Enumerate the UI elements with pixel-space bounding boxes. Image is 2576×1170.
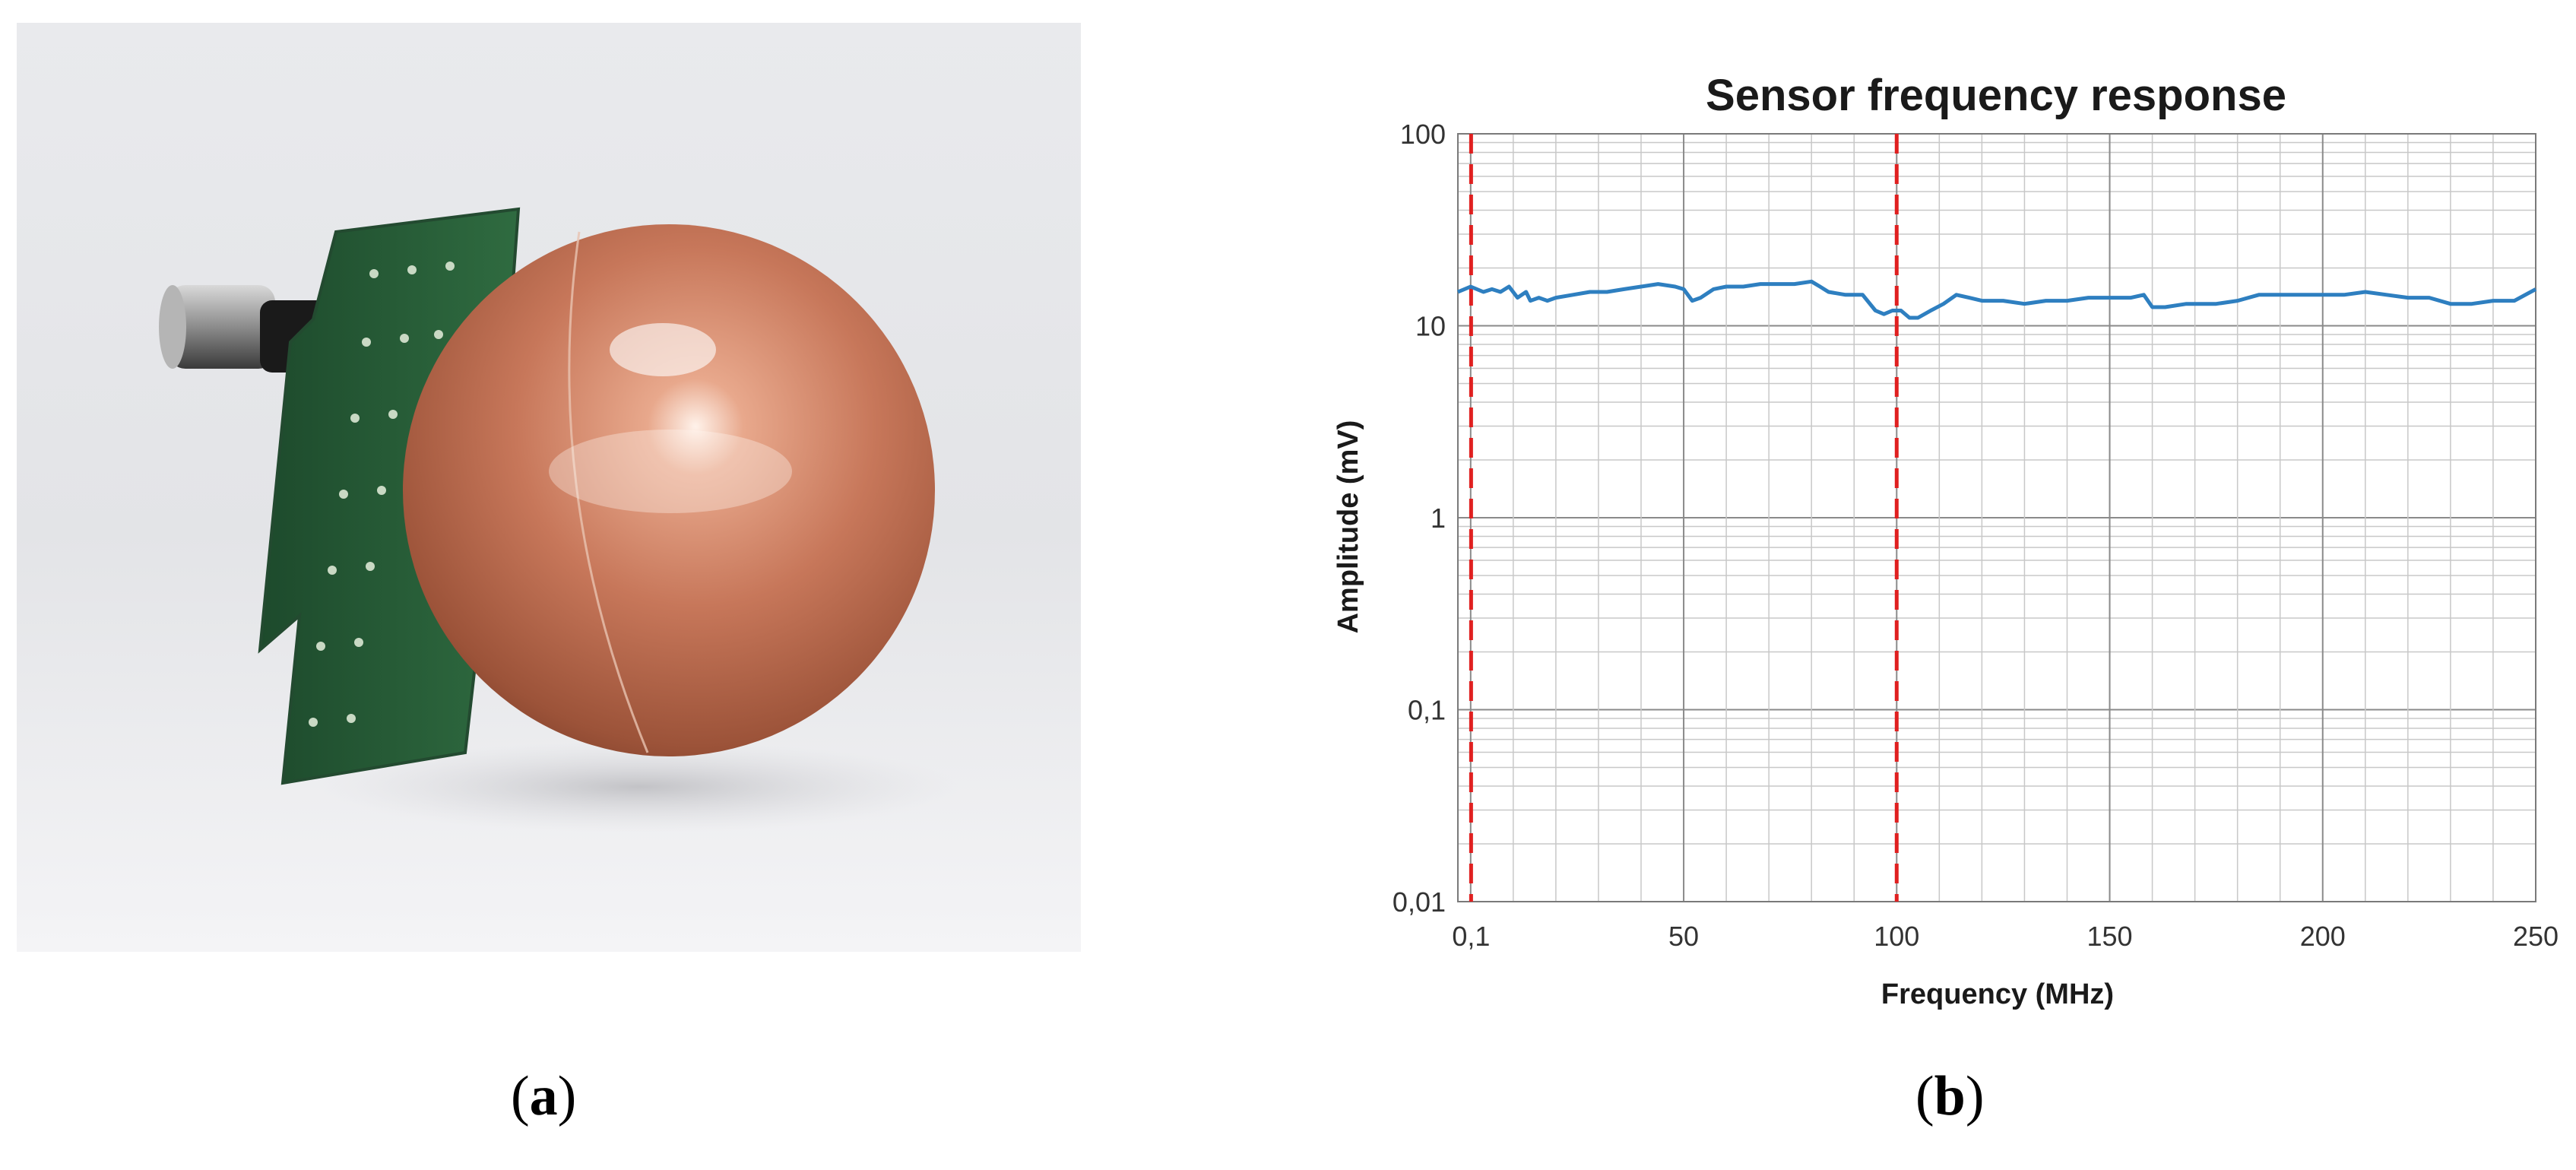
y-tick-label: 0,01 bbox=[1393, 886, 1446, 918]
y-tick-label: 10 bbox=[1415, 311, 1446, 342]
x-tick-label: 100 bbox=[1874, 921, 1919, 952]
x-tick-label: 200 bbox=[2300, 921, 2346, 952]
x-tick-label: 50 bbox=[1668, 921, 1699, 952]
x-axis-label: Frequency (MHz) bbox=[1881, 978, 2114, 1010]
caption-b: (b) bbox=[1915, 1065, 1985, 1127]
x-tick-label: 150 bbox=[2086, 921, 2132, 952]
grid-layer bbox=[1457, 133, 2536, 902]
x-tick-label: 0,1 bbox=[1452, 921, 1490, 952]
chart-svg: Sensor frequency response 0,1 50 100 150 200… bbox=[1332, 71, 2559, 1010]
chart-title: Sensor frequency response bbox=[1706, 71, 2286, 120]
sensor-photo-image bbox=[17, 23, 1081, 952]
frequency-response-chart: Sensor frequency response 0,1 50 100 150 200… bbox=[1307, 23, 2576, 1072]
vertical-markers bbox=[1469, 134, 1899, 902]
sensor-photo bbox=[17, 23, 1081, 952]
y-tick-label: 0,1 bbox=[1408, 695, 1446, 726]
series-layer bbox=[1457, 279, 2537, 320]
caption-a: (a) bbox=[511, 1065, 577, 1127]
plot-frame bbox=[1457, 133, 2536, 902]
series-line bbox=[1457, 279, 2537, 320]
x-tick-label: 250 bbox=[2513, 921, 2559, 952]
y-tick-label: 1 bbox=[1431, 503, 1446, 534]
y-axis-label: Amplitude (mV) bbox=[1332, 420, 1364, 634]
y-tick-label: 100 bbox=[1400, 119, 1446, 150]
